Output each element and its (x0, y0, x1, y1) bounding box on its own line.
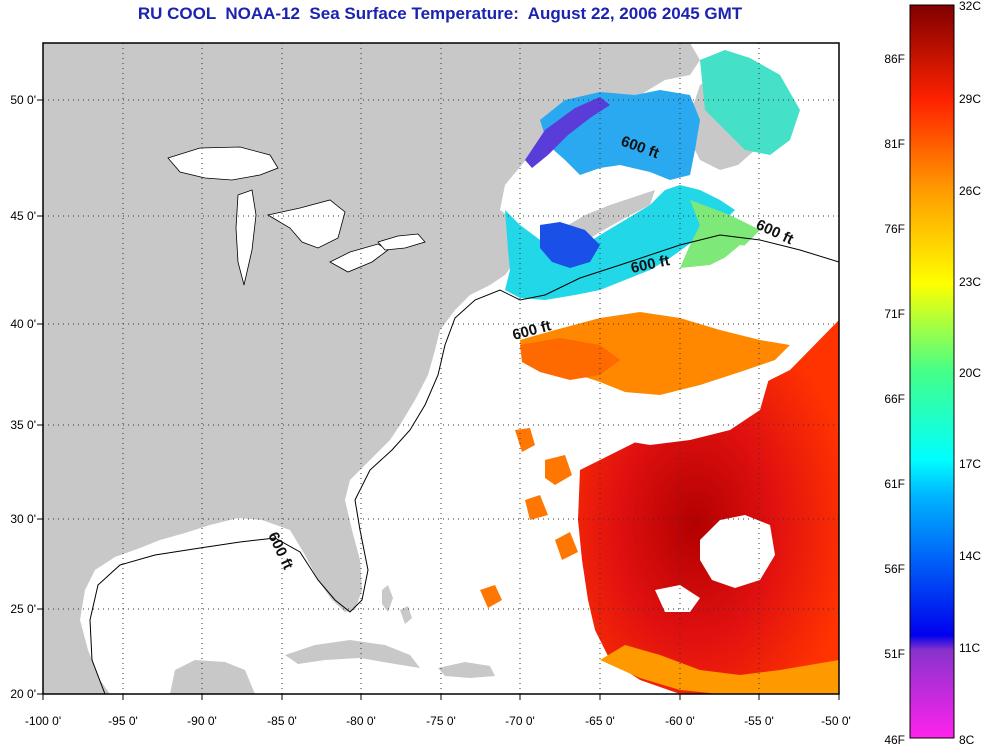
fahrenheit-label: 56F (884, 562, 905, 576)
lat-label: 40 0' (10, 317, 36, 331)
lat-label: 25 0' (10, 602, 36, 616)
cloud-gaps (605, 245, 839, 612)
map-title: RU COOL NOAA-12 Sea Surface Temperature:… (137, 4, 743, 23)
lat-label: 20 0' (10, 687, 36, 701)
fahrenheit-label: 46F (884, 733, 905, 747)
sst-gulf-of-maine (505, 185, 735, 300)
lon-label: -70 0' (505, 714, 535, 728)
sst-slope-water (680, 200, 760, 268)
celsius-label: 8C (959, 733, 975, 747)
axis-ticks (37, 99, 840, 700)
sst-labrador-sea (700, 50, 800, 155)
celsius-label: 20C (959, 366, 981, 380)
sst-gulf-stream-edge (520, 338, 620, 380)
celsius-label: 14C (959, 549, 981, 563)
cuba-land (285, 640, 420, 668)
fahrenheit-label: 66F (884, 392, 905, 406)
latitude-axis: 20 0' 25 0' 30 0' 35 0' 40 0' 45 0' 50 0… (10, 93, 36, 701)
lon-label: -100 0' (25, 714, 61, 728)
sst-warm-south (578, 320, 839, 694)
celsius-label: 11C (959, 641, 980, 655)
longitude-axis: -100 0' -95 0' -90 0' -85 0' -80 0' -75 … (25, 714, 851, 728)
sst-data (480, 50, 839, 694)
fahrenheit-label: 51F (884, 647, 905, 661)
great-lakes (167, 146, 426, 286)
yucatan-land (170, 660, 255, 694)
sst-cold-nearshore (540, 222, 600, 268)
lon-label: -65 0' (585, 714, 615, 728)
lon-label: -90 0' (187, 714, 217, 728)
north-america-land (43, 43, 700, 694)
fahrenheit-label: 76F (884, 222, 905, 236)
lon-label: -80 0' (346, 714, 376, 728)
bahamas-land (382, 585, 412, 624)
fahrenheit-label: 86F (884, 52, 905, 66)
sst-southern-edge (600, 645, 839, 694)
celsius-label: 29C (959, 92, 981, 106)
sst-st-lawrence-estuary (525, 97, 610, 168)
celsius-label: 32C (959, 0, 981, 13)
lon-label: -95 0' (108, 714, 138, 728)
depth-contour-600ft (89, 234, 839, 694)
temperature-colorbar: 32C 29C 26C 23C 20C 17C 14C 11C 8C 86F 8… (884, 0, 981, 747)
hispaniola-land (438, 662, 495, 678)
fahrenheit-label: 61F (884, 477, 905, 491)
celsius-label: 26C (959, 184, 981, 198)
lat-label: 45 0' (10, 209, 36, 223)
fahrenheit-label: 81F (884, 137, 905, 151)
map-grid (43, 43, 839, 694)
lon-label: -55 0' (744, 714, 774, 728)
map-frame: 600 ft 600 ft 600 ft 600 ft 600 ft (37, 42, 840, 700)
lat-label: 50 0' (10, 93, 36, 107)
celsius-label: 17C (959, 457, 981, 471)
lat-label: 35 0' (10, 418, 36, 432)
colorbar-celsius-labels: 32C 29C 26C 23C 20C 17C 14C 11C 8C (959, 0, 981, 747)
fahrenheit-label: 71F (884, 307, 905, 321)
colorbar-fahrenheit-labels: 86F 81F 76F 71F 66F 61F 56F 51F 46F (884, 52, 905, 747)
lon-label: -75 0' (426, 714, 456, 728)
sst-scattered-west (480, 428, 578, 608)
lon-label: -60 0' (665, 714, 695, 728)
lon-label: -50 0' (821, 714, 851, 728)
lon-label: -85 0' (267, 714, 297, 728)
celsius-label: 23C (959, 275, 981, 289)
lat-label: 30 0' (10, 512, 36, 526)
colorbar-gradient (909, 4, 955, 739)
